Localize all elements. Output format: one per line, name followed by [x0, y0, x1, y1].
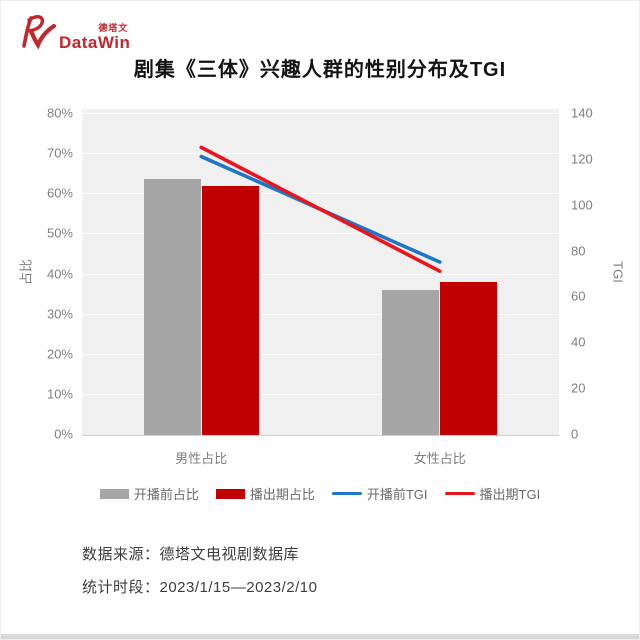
- right-axis-tick-label: 80: [571, 243, 586, 259]
- left-axis-tick-label: 50%: [46, 225, 73, 241]
- left-axis-tick-label: 20%: [46, 346, 73, 362]
- legend-bar-swatch: [99, 488, 129, 499]
- line-播出期TGI: [199, 145, 442, 274]
- right-axis-tick-label: 40: [571, 334, 586, 350]
- right-axis-tick-label: 0: [571, 426, 579, 442]
- legend-line-swatch: [444, 492, 475, 495]
- bar-开播前占比-男性占比: [143, 179, 201, 435]
- left-axis-tick-label: 70%: [46, 145, 73, 161]
- footer: 数据来源：德塔文电视剧数据库 统计时段：2023/1/15—2023/2/10: [82, 538, 317, 604]
- right-axis-tick-label: 140: [571, 105, 593, 121]
- legend-item-开播前占比: 开播前占比: [99, 484, 199, 503]
- chart-title: 剧集《三体》兴趣人群的性别分布及TGI: [133, 59, 507, 81]
- legend-label: 播出期占比: [249, 487, 315, 502]
- plot-area: [82, 109, 559, 436]
- left-axis-tick-label: 80%: [46, 105, 73, 121]
- bar-播出期占比-女性占比: [440, 282, 498, 435]
- gridline: [82, 113, 559, 114]
- tgi-lines-layer: [199, 145, 442, 274]
- bar-开播前占比-女性占比: [382, 289, 440, 435]
- bottom-edge-strip: [1, 634, 639, 639]
- legend-item-开播前TGI: 开播前TGI: [331, 484, 428, 503]
- left-axis-tick-label: 40%: [46, 266, 73, 281]
- right-axis-tick-label: 20: [571, 380, 586, 396]
- gridline: [82, 193, 559, 195]
- legend-item-播出期TGI: 播出期TGI: [444, 484, 541, 503]
- right-axis-tick-label: 100: [571, 197, 593, 213]
- right-axis-tick-label: 60: [571, 288, 586, 304]
- left-axis-tick-label: 30%: [46, 306, 73, 322]
- right-axis-tick-label: 120: [571, 151, 593, 167]
- category-label-女性占比: 女性占比: [413, 451, 466, 466]
- datawin-logo: 德塔文 DataWin: [13, 11, 130, 53]
- legend: 开播前占比 播出期占比 开播前TGI 播出期TGI: [1, 484, 639, 503]
- left-axis-tick-label: 60%: [46, 185, 73, 201]
- gridline: [82, 233, 559, 235]
- right-axis-title: TGI: [610, 261, 626, 283]
- legend-item-播出期占比: 播出期占比: [215, 484, 315, 503]
- legend-label: 开播前TGI: [366, 487, 428, 502]
- datawin-logo-text: 德塔文 DataWin: [59, 21, 130, 51]
- logo-chinese-name: 德塔文: [98, 23, 129, 33]
- legend-label: 播出期TGI: [479, 487, 541, 502]
- data-source-line: 数据来源：德塔文电视剧数据库: [82, 546, 300, 563]
- bar-播出期占比-男性占比: [201, 186, 259, 435]
- logo-english-name: DataWin: [59, 33, 131, 52]
- left-axis-tick-label: 10%: [46, 386, 73, 402]
- legend-bar-swatch: [215, 488, 245, 499]
- gridline: [82, 313, 559, 315]
- gridline: [82, 273, 559, 275]
- stat-period-line: 统计时段：2023/1/15—2023/2/10: [82, 579, 318, 596]
- legend-label: 开播前占比: [133, 487, 199, 502]
- gridline: [82, 353, 559, 355]
- category-label-男性占比: 男性占比: [175, 451, 228, 466]
- gridline: [82, 393, 559, 395]
- left-axis-tick-label: 0%: [54, 426, 73, 442]
- datawin-logo-mark-icon: [13, 11, 57, 53]
- legend-line-swatch: [331, 492, 362, 495]
- gridline: [82, 153, 559, 155]
